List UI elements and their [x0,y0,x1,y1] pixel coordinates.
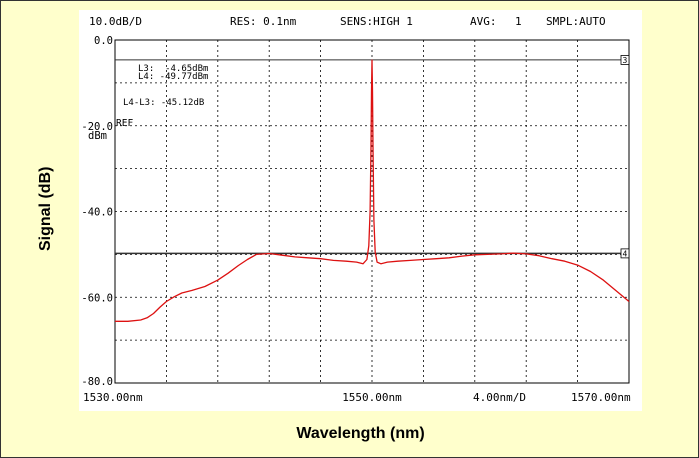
header-sampling: SMPL:AUTO [546,15,606,28]
ref-unit: dBm [88,130,107,142]
x-tick-label-span: 4.00nm/D [473,391,526,404]
header-resolution: RES: 0.1nm [230,15,297,28]
header-scale: 10.0dB/D [89,15,142,28]
x-tick-label-right: 1570.00nm [571,391,631,404]
x-tick-label-center: 1550.00nm [342,391,402,404]
marker-4-tag-box [620,248,630,259]
marker-l4-readout: L4: -49.77dBm [138,72,208,82]
y-tick-label-2: -40.0 [81,207,113,219]
header-avg-value: 1 [515,15,522,28]
header-avg-label: AVG: [470,15,497,28]
x-axis-title: Wavelength (nm) [296,425,425,442]
marker-3-tag-box [620,55,630,65]
y-tick-label-0: 0.0 [94,35,113,47]
marker-4-tag-label: 4 [623,249,628,258]
horizontal-gridlines [115,82,629,341]
marker-3-tag-label: 3 [623,56,628,65]
y-tick-label-4: -80.0 [81,376,113,388]
spectrum-plot: 10.0dB/D RES: 0.1nm SENS:HIGH 1 AVG: 1 S… [81,15,631,404]
y-tick-label-3: -60.0 [81,292,113,304]
header-sensitivity: SENS:HIGH 1 [340,15,413,28]
x-tick-label-left: 1530.00nm [83,391,143,404]
y-axis-title: Signal (dB) [37,166,54,251]
marker-l3-readout: L3: -4.65dBm [138,64,208,74]
y-tick-label-1: -20.0 [81,121,113,133]
ref-label: REF [116,118,133,129]
marker-delta-readout: L4-L3: -45.12dB [123,98,204,108]
osa-display: 10.0dB/D RES: 0.1nm SENS:HIGH 1 AVG: 1 S… [79,10,642,411]
spectrum-trace-line [115,59,630,322]
